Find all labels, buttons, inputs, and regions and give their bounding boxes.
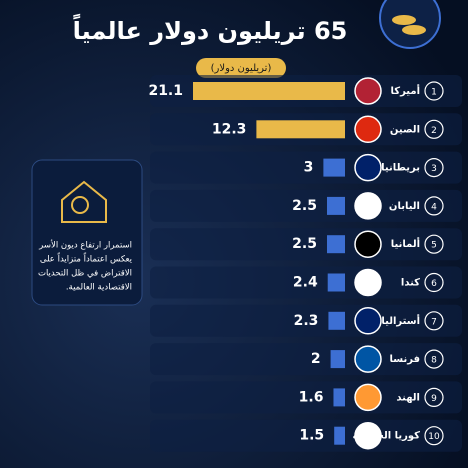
rank-label: 5	[431, 241, 437, 251]
value-label: 3	[304, 160, 314, 176]
flag	[354, 192, 382, 220]
row-bg	[150, 304, 462, 337]
bar	[327, 273, 345, 292]
rank-label: 4	[431, 202, 437, 212]
value-label: 12.3	[212, 121, 247, 137]
category-label: كوريا الجنوبية	[353, 431, 421, 442]
bar	[334, 426, 345, 445]
value-label: 2.3	[294, 313, 319, 329]
value-label: 1.6	[299, 389, 324, 405]
category-label: فرنسا	[390, 354, 420, 365]
category-label: الصين	[390, 124, 420, 135]
bar	[323, 158, 345, 177]
rank-label: 9	[431, 394, 437, 404]
note-box	[31, 159, 143, 306]
row-bg	[150, 151, 462, 184]
bar	[328, 311, 345, 330]
coin-icon	[71, 196, 89, 214]
flag	[354, 77, 382, 105]
category-label: ألمانيا	[391, 237, 420, 250]
rank-label: 1	[431, 88, 437, 98]
row-bg	[150, 419, 462, 452]
chart-title: 65 تريليون دولار عالمياً	[73, 14, 348, 45]
note-line: الاقتراض في ظل التحديات	[38, 269, 132, 279]
rank-label: 8	[431, 356, 437, 366]
category-label: بريطانيا	[381, 163, 420, 174]
value-label: 1.5	[299, 428, 324, 444]
flag	[354, 383, 382, 412]
flag	[354, 115, 382, 144]
row-bg	[150, 343, 462, 376]
category-label: أميركا	[391, 84, 421, 97]
rank-circle	[424, 311, 444, 331]
rank-circle	[424, 119, 444, 139]
rank-circle	[424, 426, 444, 446]
value-label: 21.1	[148, 83, 183, 99]
house-icon	[61, 180, 107, 223]
note-line: يعكس اعتماداً متزايداً على	[40, 252, 133, 265]
coin	[392, 15, 416, 25]
bar	[330, 350, 345, 369]
flag	[354, 153, 382, 182]
note-line: استمرار ارتفاع ديون الأسر	[38, 240, 132, 251]
coin	[402, 25, 426, 35]
rank-circle	[424, 349, 444, 369]
row-bg	[150, 381, 462, 414]
rank-label: 3	[431, 164, 437, 174]
flag	[354, 230, 382, 258]
rows: 21.1 أميركا 1 12.3 الصين 2 3 بريطانيا 3 2.5 اليابا…	[148, 75, 462, 452]
flag	[354, 345, 382, 373]
rank-label: 2	[431, 126, 437, 136]
category-label: أستراليا	[381, 314, 420, 327]
value-label: 2.5	[292, 198, 317, 214]
rank-circle	[424, 158, 444, 178]
value-label: 2.5	[292, 236, 317, 252]
row-bg	[150, 266, 462, 299]
value-label: 2.4	[293, 275, 318, 291]
rank-circle	[424, 234, 444, 254]
category-label: كندا	[401, 278, 420, 289]
bar	[256, 120, 345, 139]
rank-label: 6	[431, 279, 437, 289]
row-bg	[150, 189, 462, 222]
category-label: اليابان	[389, 201, 420, 212]
value-label: 2	[311, 351, 321, 367]
bar	[326, 235, 345, 254]
rank-circle	[424, 81, 444, 101]
bar	[193, 82, 345, 100]
rank-circle	[424, 387, 444, 407]
bar	[326, 196, 345, 215]
flag	[354, 268, 382, 297]
category-label: الهند	[396, 392, 420, 403]
rank-label: 10	[428, 432, 440, 442]
unit-label: (تريليون دولار)	[211, 63, 272, 74]
unit-pill	[196, 58, 286, 78]
rank-circle	[424, 272, 444, 293]
flag	[354, 421, 382, 450]
note-line: الاقتصادية العالمية.	[66, 283, 132, 293]
row-bg	[150, 228, 462, 261]
flag	[354, 307, 382, 335]
rank-circle	[424, 196, 444, 216]
rank-label: 7	[431, 317, 437, 327]
bar	[333, 388, 345, 407]
